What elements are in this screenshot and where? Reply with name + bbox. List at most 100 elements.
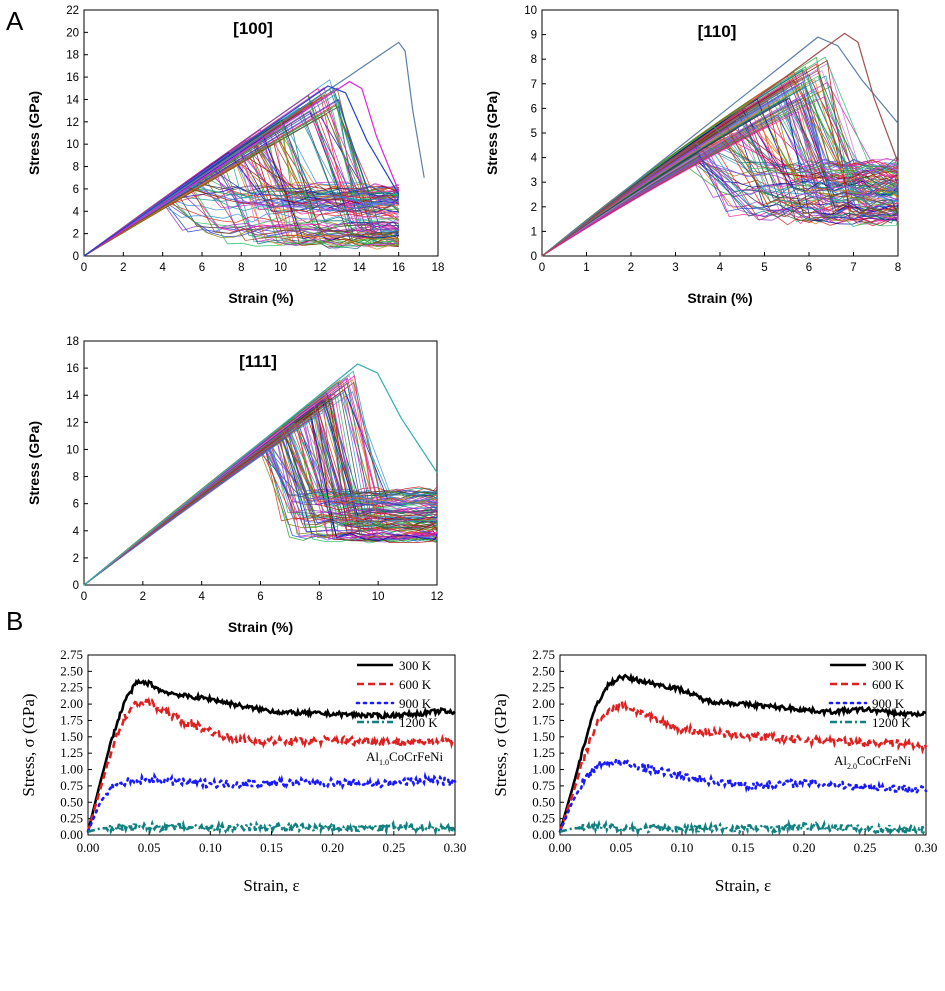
x-tick-label: 18: [432, 262, 445, 274]
stress-strain-curve: [541, 75, 899, 257]
legend-label: 600 K: [872, 677, 905, 692]
legend: 300 K 600 K 900 K 1200 K: [828, 658, 911, 730]
y-tick-label: 1.00: [60, 762, 83, 777]
alloy-label-element: Al: [366, 749, 379, 764]
x-tick-label: 0.25: [382, 840, 405, 855]
stress-strain-curve: [541, 56, 899, 257]
x-tick-label: 0: [81, 262, 87, 274]
x-tick-label: 0.00: [549, 840, 572, 855]
y-tick-label: 6: [73, 499, 79, 511]
series-group: [558, 672, 928, 838]
stress-strain-curve: [541, 96, 899, 257]
y-axis-label: Stress (GPa): [26, 421, 42, 505]
x-tick-label: 0: [539, 262, 545, 274]
stress-strain-curve: [83, 377, 438, 586]
x-tick-label: 4: [717, 262, 724, 274]
x-tick-label: 0.15: [732, 840, 755, 855]
y-tick-label: 4: [531, 153, 538, 165]
x-tick-label: 1: [583, 262, 589, 274]
alloy-label-rest: CoCrFeNi: [857, 753, 912, 768]
x-tick-label: 14: [353, 262, 366, 274]
stress-strain-curve: [83, 390, 438, 586]
stress-strain-curve: [83, 163, 400, 257]
y-tick-label: 12: [66, 117, 79, 129]
x-tick-label: 0.15: [260, 840, 283, 855]
panel-label-a: A: [6, 6, 24, 36]
highlighted-curve: [83, 363, 438, 586]
y-tick-label: 2.75: [60, 647, 83, 662]
highlighted-curve: [541, 36, 899, 257]
stress-strain-curve: [83, 443, 438, 586]
y-tick-label: 2.00: [532, 696, 555, 711]
x-tick-label: 10: [372, 591, 385, 603]
panel-label-b: B: [6, 606, 23, 636]
series-line-300k: [558, 672, 927, 833]
stress-strain-curve: [83, 391, 438, 586]
y-tick-label: 2.50: [532, 663, 555, 678]
y-axis-label: Stress, σ (GPa): [19, 693, 38, 796]
x-tick-label: 0.00: [77, 840, 100, 855]
y-tick-label: 16: [66, 72, 79, 84]
legend-label: 1200 K: [872, 715, 911, 730]
series-line-600k: [558, 696, 928, 833]
y-tick-label: 10: [66, 444, 79, 456]
chart-111: 0 2 4 6 8 10 12 0 2 4 6 8 10 12 14 16 18 Strain (%) Stress…: [26, 336, 443, 635]
stress-strain-curve: [83, 378, 438, 586]
stress-strain-curve: [83, 446, 438, 586]
y-tick-label: 2.25: [60, 680, 83, 695]
x-tick-label: 8: [238, 262, 244, 274]
legend-label: 900 K: [399, 696, 432, 711]
y-tick-label: 2.25: [532, 680, 555, 695]
y-tick-label: 6: [73, 184, 79, 196]
x-tick-label: 3: [672, 262, 678, 274]
x-tick-label: 6: [199, 262, 205, 274]
y-tick-label: 2: [73, 229, 79, 241]
x-tick-label: 2: [140, 591, 146, 603]
legend-label: 1200 K: [399, 715, 438, 730]
y-tick-label: 0.50: [532, 794, 555, 809]
curve-bundle: [83, 41, 425, 257]
plot-frame: [83, 9, 439, 257]
chart-110: 0 1 2 3 4 5 6 7 8 0 1 2 3 4 5 6 7 8 9 10 Strain (%) Stress (G…: [484, 5, 901, 306]
alloy-label: Al2.0CoCrFeNi: [834, 753, 912, 771]
series-line-1200k: [87, 818, 457, 837]
stress-strain-curve: [83, 450, 438, 586]
y-tick-label: 9: [531, 30, 537, 42]
x-tick-label: 12: [314, 262, 327, 274]
stress-strain-curve: [541, 56, 899, 257]
y-tick-label: 0.50: [60, 794, 83, 809]
x-axis-label: Strain, ε: [715, 876, 771, 895]
y-tick-label: 16: [66, 363, 79, 375]
y-tick-label: 20: [66, 27, 79, 39]
x-tick-label: 2: [628, 262, 634, 274]
stress-strain-curve: [541, 97, 899, 257]
highlighted-curve: [83, 41, 425, 257]
series-line-900k: [558, 756, 928, 833]
y-tick-label: 1.25: [532, 745, 555, 760]
y-tick-label: 1.75: [60, 712, 83, 727]
y-tick-label: 18: [66, 50, 79, 62]
curve-bundle: [541, 32, 899, 257]
stress-strain-curve: [83, 374, 438, 586]
x-tick-label: 2: [120, 262, 126, 274]
y-tick-label: 7: [531, 79, 537, 91]
highlighted-curve: [541, 32, 899, 257]
y-tick-label: 8: [531, 54, 537, 66]
series-line-300k: [86, 678, 456, 833]
y-tick-label: 0.25: [532, 811, 555, 826]
chart-title: [100]: [233, 19, 273, 38]
x-axis-label: Strain, ε: [243, 876, 299, 895]
y-tick-label: 0.75: [60, 778, 83, 793]
y-tick-label: 4: [73, 526, 80, 538]
x-tick-label: 0.10: [671, 840, 694, 855]
y-tick-label: 14: [66, 94, 79, 106]
x-tick-label: 6: [257, 591, 263, 603]
y-tick-label: 0: [73, 251, 79, 263]
stress-strain-curve: [541, 128, 899, 257]
y-tick-label: 10: [524, 5, 537, 17]
legend: 300 K 600 K 900 K 1200 K: [355, 658, 438, 730]
x-tick-label: 4: [198, 591, 205, 603]
stress-strain-curve: [541, 101, 899, 257]
curve-bundle: [83, 363, 438, 586]
series-line-900k: [86, 771, 457, 833]
